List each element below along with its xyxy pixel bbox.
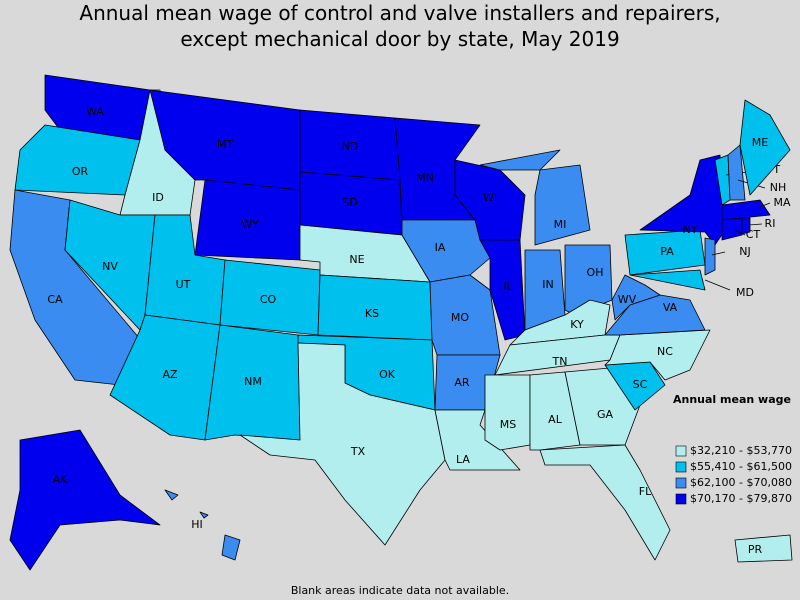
state-label: TX: [350, 445, 366, 458]
state-label: NC: [657, 345, 673, 358]
state-label: IN: [542, 278, 553, 291]
title-line: except mechanical door by state, May 201…: [180, 27, 619, 51]
state-label: IL: [503, 280, 513, 293]
state-label: MS: [500, 418, 516, 431]
state-label: WV: [618, 293, 637, 306]
legend-label: $32,210 - $53,770: [690, 444, 792, 457]
state-label: WA: [86, 105, 104, 118]
state-label: WI: [483, 191, 497, 204]
state-label: MI: [554, 218, 567, 231]
state-label: FL: [639, 485, 652, 498]
state-label: GA: [597, 408, 614, 421]
state-shape: [539, 444, 671, 561]
state-label: SC: [633, 378, 648, 391]
state-label: AK: [53, 473, 69, 486]
state-shape: [529, 371, 581, 451]
state-label: ID: [152, 191, 164, 204]
state-shape: [734, 534, 793, 563]
state-shape: [479, 239, 526, 341]
state-label: AZ: [162, 368, 178, 381]
leader-line: [734, 229, 746, 236]
state-label: MO: [451, 311, 469, 324]
state-label: OR: [72, 165, 89, 178]
legend-swatch: [675, 461, 687, 473]
state-shape: [721, 217, 743, 241]
state-label: PA: [660, 245, 674, 258]
state-label: MT: [217, 138, 233, 151]
state-shape: [611, 274, 661, 321]
leader-line: [748, 223, 763, 226]
state-shape: [721, 199, 771, 221]
legend-title: Annual mean wage: [673, 393, 791, 406]
state-shape: [199, 511, 209, 519]
state-label: KY: [570, 318, 584, 331]
state-label: RI: [765, 217, 776, 230]
state-shape: [629, 269, 706, 291]
leader-line: [711, 251, 726, 256]
legend-label: $70,170 - $79,870: [690, 492, 792, 505]
state-label: CA: [47, 293, 63, 306]
state-label: AR: [454, 376, 470, 389]
leader-line: [704, 279, 731, 291]
state-label: ND: [342, 140, 359, 153]
state-shape: [14, 124, 141, 196]
state-label: UT: [176, 278, 191, 291]
state-shape: [484, 374, 531, 451]
state-shape: [164, 489, 179, 501]
state-label: NE: [349, 253, 364, 266]
state-label: CO: [260, 293, 277, 306]
state-label: VA: [663, 301, 678, 314]
state-shape: [727, 144, 746, 201]
state-label: MN: [416, 171, 434, 184]
state-label: NM: [244, 375, 262, 388]
state-label: MD: [736, 286, 754, 299]
state-label: LA: [456, 453, 470, 466]
state-label: NH: [770, 181, 787, 194]
state-label: AL: [548, 413, 563, 426]
state-label: KS: [365, 307, 379, 320]
state-shape: [479, 149, 561, 171]
state-shape: [741, 217, 751, 235]
legend-label: $62,100 - $70,080: [690, 476, 792, 489]
state-shape: [739, 99, 791, 196]
state-label: TN: [552, 355, 568, 368]
legend-swatch: [675, 493, 687, 505]
state-shape: [534, 164, 591, 246]
legend-label: $55,410 - $61,500: [690, 460, 792, 473]
state-label: NJ: [739, 245, 750, 258]
state-shape: [9, 429, 161, 571]
leader-line: [759, 202, 771, 208]
state-label: SD: [342, 196, 357, 209]
state-label: HI: [191, 518, 203, 531]
footnote: Blank areas indicate data not available.: [291, 584, 509, 597]
state-label: NV: [102, 260, 118, 273]
state-shape: [239, 342, 446, 546]
state-label: ME: [752, 136, 768, 149]
state-shape: [704, 237, 716, 276]
state-label: NY: [683, 223, 698, 236]
state-label: MA: [773, 196, 790, 209]
state-label: OK: [379, 368, 396, 381]
state-label: IA: [435, 241, 446, 254]
title-line: Annual mean wage of control and valve in…: [79, 1, 720, 25]
legend-swatch: [675, 477, 687, 489]
state-shape: [221, 534, 241, 561]
legend-swatch: [675, 445, 687, 457]
state-label: WY: [241, 218, 259, 231]
state-label: PR: [748, 543, 763, 556]
state-label: OH: [587, 266, 604, 279]
